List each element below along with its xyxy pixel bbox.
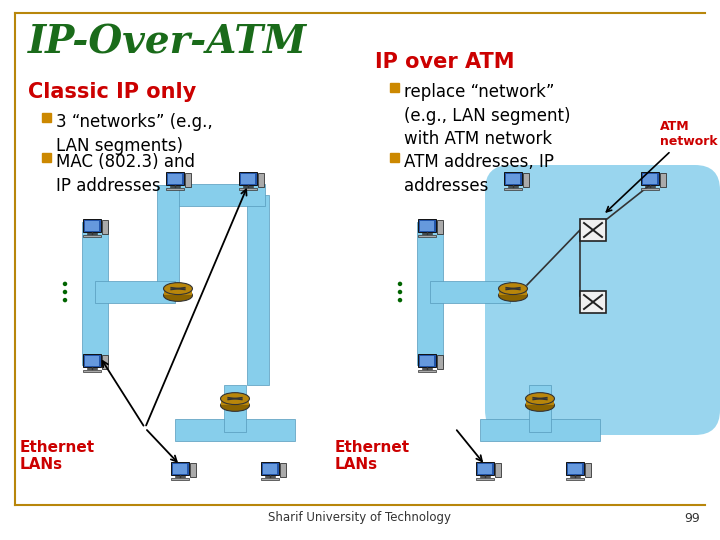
Bar bbox=[166, 187, 184, 190]
Bar bbox=[418, 219, 436, 232]
Bar bbox=[171, 477, 189, 480]
Bar bbox=[166, 172, 184, 185]
Ellipse shape bbox=[397, 298, 402, 302]
Bar bbox=[430, 281, 510, 303]
Bar bbox=[390, 153, 399, 162]
Ellipse shape bbox=[526, 393, 554, 404]
Bar bbox=[585, 463, 591, 477]
Bar bbox=[418, 354, 436, 367]
Text: MAC (802.3) and
IP addresses: MAC (802.3) and IP addresses bbox=[56, 153, 195, 194]
Bar bbox=[643, 173, 657, 184]
Bar bbox=[261, 462, 279, 475]
Text: Classic IP only: Classic IP only bbox=[28, 82, 197, 102]
Bar bbox=[102, 355, 108, 369]
Text: IP over ATM: IP over ATM bbox=[375, 52, 515, 72]
Bar bbox=[417, 222, 443, 365]
Text: 3 “networks” (e.g.,
LAN segments): 3 “networks” (e.g., LAN segments) bbox=[56, 113, 212, 154]
Bar bbox=[95, 281, 175, 303]
Bar bbox=[418, 234, 436, 237]
Text: IP-Over-ATM: IP-Over-ATM bbox=[28, 24, 307, 62]
Bar bbox=[660, 173, 666, 187]
FancyBboxPatch shape bbox=[485, 165, 720, 435]
Bar bbox=[168, 173, 182, 184]
Bar bbox=[85, 221, 99, 231]
Bar bbox=[168, 184, 265, 206]
Bar bbox=[526, 399, 554, 406]
Text: replace “network”
(e.g., LAN segment)
with ATM network: replace “network” (e.g., LAN segment) wi… bbox=[404, 83, 570, 148]
Bar bbox=[42, 113, 51, 122]
Bar bbox=[102, 220, 108, 234]
Bar bbox=[224, 385, 246, 432]
Ellipse shape bbox=[397, 282, 402, 286]
Bar bbox=[498, 288, 528, 295]
Text: Ethernet
LANs: Ethernet LANs bbox=[335, 440, 410, 472]
Text: Ethernet
LANs: Ethernet LANs bbox=[20, 440, 95, 472]
Ellipse shape bbox=[163, 289, 192, 301]
Bar bbox=[261, 477, 279, 480]
Bar bbox=[505, 173, 521, 184]
Bar bbox=[580, 291, 606, 313]
Bar bbox=[83, 354, 101, 367]
Bar bbox=[82, 222, 108, 365]
Ellipse shape bbox=[498, 282, 528, 294]
Bar bbox=[420, 221, 434, 231]
Ellipse shape bbox=[63, 298, 67, 302]
Bar bbox=[418, 369, 436, 372]
Ellipse shape bbox=[63, 282, 67, 286]
Ellipse shape bbox=[63, 290, 67, 294]
Bar bbox=[478, 464, 492, 474]
Bar bbox=[83, 219, 101, 232]
Bar bbox=[437, 355, 444, 369]
Bar bbox=[476, 477, 494, 480]
Bar bbox=[83, 234, 101, 237]
Bar bbox=[566, 462, 584, 475]
Bar bbox=[641, 187, 659, 190]
Bar bbox=[185, 173, 192, 187]
Text: 99: 99 bbox=[684, 511, 700, 524]
Bar bbox=[390, 83, 399, 92]
Ellipse shape bbox=[220, 393, 249, 404]
Bar bbox=[641, 172, 659, 185]
Bar bbox=[529, 385, 551, 432]
Text: ATM
network: ATM network bbox=[606, 120, 718, 212]
Bar bbox=[568, 464, 582, 474]
Bar bbox=[280, 463, 287, 477]
Bar bbox=[523, 173, 529, 187]
Bar bbox=[240, 173, 255, 184]
Bar bbox=[420, 356, 434, 366]
Bar bbox=[476, 462, 494, 475]
Bar bbox=[157, 185, 179, 295]
Ellipse shape bbox=[498, 289, 528, 301]
Bar bbox=[495, 463, 501, 477]
Bar bbox=[239, 187, 257, 190]
Bar bbox=[504, 187, 522, 190]
Ellipse shape bbox=[526, 400, 554, 411]
Bar bbox=[566, 477, 584, 480]
Bar bbox=[247, 195, 269, 385]
Bar bbox=[258, 173, 264, 187]
Ellipse shape bbox=[397, 290, 402, 294]
Bar bbox=[163, 288, 192, 295]
Text: Sharif University of Technology: Sharif University of Technology bbox=[269, 511, 451, 524]
Bar bbox=[175, 419, 295, 441]
Ellipse shape bbox=[220, 400, 249, 411]
Bar bbox=[190, 463, 197, 477]
Bar bbox=[42, 153, 51, 162]
Bar bbox=[580, 219, 606, 241]
Bar bbox=[480, 419, 600, 441]
Bar bbox=[504, 172, 522, 185]
Bar bbox=[263, 464, 277, 474]
Bar bbox=[171, 462, 189, 475]
Bar bbox=[220, 399, 249, 406]
Text: ATM addresses, IP
addresses: ATM addresses, IP addresses bbox=[404, 153, 554, 194]
Ellipse shape bbox=[163, 282, 192, 294]
Bar bbox=[173, 464, 187, 474]
Bar bbox=[437, 220, 444, 234]
Bar bbox=[85, 356, 99, 366]
Bar bbox=[83, 369, 101, 372]
Bar bbox=[239, 172, 257, 185]
